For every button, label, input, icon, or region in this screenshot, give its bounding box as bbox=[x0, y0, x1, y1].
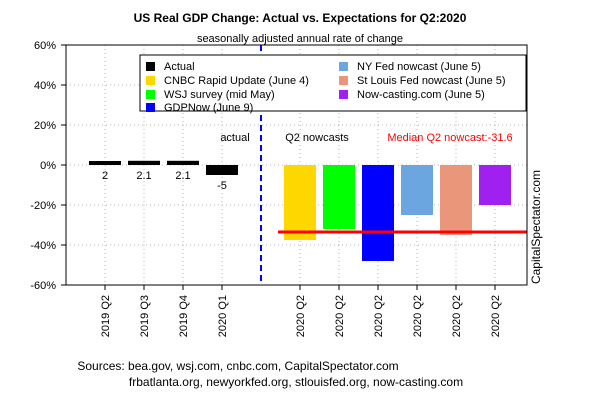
x-tick-label: 2020 Q2 bbox=[412, 295, 424, 337]
median-label: Median Q2 nowcast:-31.6 bbox=[387, 132, 512, 144]
annotation-actual: actual bbox=[220, 132, 249, 144]
legend-swatch bbox=[339, 90, 348, 99]
bar bbox=[479, 165, 511, 205]
bar bbox=[440, 165, 472, 235]
x-tick-label: 2020 Q2 bbox=[490, 295, 502, 337]
x-tick-label: 2020 Q2 bbox=[373, 295, 385, 337]
chart-title: US Real GDP Change: Actual vs. Expectati… bbox=[134, 11, 467, 25]
x-tick-label: 2020 Q2 bbox=[334, 295, 346, 337]
bar bbox=[284, 165, 316, 240]
sources-line-1: Sources: bea.gov, wsj.com, cnbc.com, Cap… bbox=[77, 359, 398, 373]
x-tick-label: 2020 Q2 bbox=[451, 295, 463, 337]
bars-layer: 2 2.1 2.1 -5 bbox=[89, 160, 511, 261]
chart-subtitle: seasonally adjusted annual rate of chang… bbox=[197, 33, 403, 45]
x-tick-label: 2020 Q2 bbox=[295, 295, 307, 337]
bar bbox=[167, 160, 199, 165]
legend-label: WSJ survey (mid May) bbox=[164, 89, 275, 101]
bar bbox=[323, 165, 355, 229]
legend-label: NY Fed nowcast (June 5) bbox=[357, 61, 481, 73]
y-tick-label: -40% bbox=[30, 240, 56, 252]
data-label: -5 bbox=[217, 180, 227, 192]
legend-label: St Louis Fed nowcast (June 5) bbox=[357, 75, 506, 87]
bar bbox=[89, 161, 121, 165]
data-label: 2 bbox=[102, 170, 108, 182]
legend-label: GDPNow (June 9) bbox=[164, 102, 253, 114]
side-label: CapitalSpectator.com bbox=[529, 170, 543, 284]
y-tick-label: 0% bbox=[40, 160, 56, 172]
bar bbox=[206, 165, 238, 175]
bar bbox=[362, 165, 394, 261]
x-tick-label: 2019 Q3 bbox=[139, 295, 151, 337]
legend-label: Now-casting.com (June 5) bbox=[357, 89, 485, 101]
annotation-q2-nowcasts: Q2 nowcasts bbox=[285, 132, 349, 144]
legend: Actual NY Fed nowcast (June 5) CNBC Rapid … bbox=[139, 54, 527, 114]
legend-label: CNBC Rapid Update (June 4) bbox=[164, 75, 309, 87]
x-tick-label: 2020 Q1 bbox=[217, 295, 229, 337]
data-label: 2.1 bbox=[175, 170, 190, 182]
legend-swatch bbox=[146, 90, 155, 99]
y-tick-label: -20% bbox=[30, 200, 56, 212]
y-tick-label: 20% bbox=[34, 120, 56, 132]
bar bbox=[128, 160, 160, 165]
y-tick-label: 40% bbox=[34, 80, 56, 92]
sources-line-2: frbatlanta.org, newyorkfed.org, stlouisf… bbox=[129, 375, 463, 389]
legend-swatch bbox=[146, 103, 155, 112]
legend-swatch bbox=[339, 62, 348, 71]
y-axis: -60% -40% -20% 0% 20% 40% 60% bbox=[30, 40, 66, 292]
legend-swatch bbox=[146, 76, 155, 85]
legend-swatch bbox=[146, 62, 155, 71]
x-tick-label: 2019 Q2 bbox=[100, 295, 112, 337]
legend-label: Actual bbox=[164, 61, 195, 73]
y-tick-label: 60% bbox=[34, 40, 56, 52]
legend-swatch bbox=[339, 76, 348, 85]
bar bbox=[401, 165, 433, 215]
data-label: 2.1 bbox=[136, 170, 151, 182]
x-tick-label: 2019 Q4 bbox=[178, 295, 190, 337]
y-tick-label: -60% bbox=[30, 280, 56, 292]
legend-frame bbox=[139, 54, 527, 112]
x-axis: 2019 Q2 2019 Q3 2019 Q4 2020 Q1 2020 Q2 2020 … bbox=[100, 285, 502, 337]
